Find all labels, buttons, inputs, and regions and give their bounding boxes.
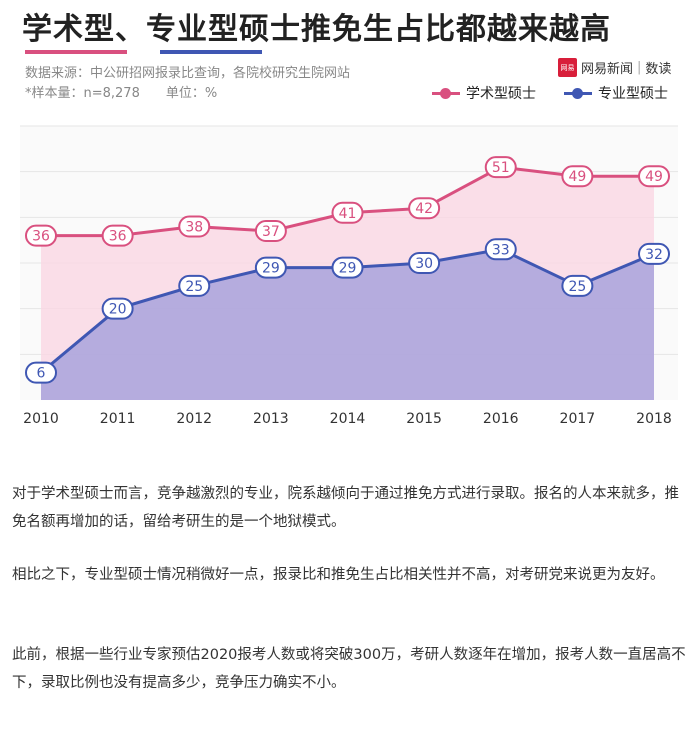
data-point [331, 256, 364, 279]
x-tick-label: 2012 [176, 411, 212, 427]
legend-professional: 专业型硕士 [564, 83, 668, 103]
data-label: 6 [37, 366, 46, 382]
legend-academic: 学术型硕士 [432, 83, 536, 103]
data-point [101, 297, 134, 320]
unit-label: 单位：% [165, 86, 218, 101]
data-label: 25 [568, 279, 586, 295]
logo-brand: 网易新闻 [581, 62, 634, 77]
data-label: 25 [185, 279, 203, 295]
sample-size: *样本量：n=8,278 [25, 86, 140, 101]
x-tick-label: 2014 [330, 411, 366, 427]
legend-academic-swatch [432, 87, 460, 99]
data-point [484, 238, 517, 261]
data-label: 38 [185, 219, 203, 235]
logo-section: 数读 [645, 62, 672, 77]
data-point [178, 215, 211, 238]
data-label: 42 [415, 201, 433, 217]
data-label: 32 [645, 247, 663, 263]
article-paragraph-2: 相比之下，专业型硕士情况稍微好一点，报录比和推免生占比相关性并不高，对考研党来说… [12, 561, 688, 589]
data-label: 29 [262, 261, 280, 277]
x-tick-label: 2017 [560, 411, 596, 427]
title-underline-academic [25, 50, 127, 54]
data-point [178, 274, 211, 297]
data-point [254, 220, 287, 243]
legend-professional-swatch [564, 87, 592, 99]
data-point [408, 197, 441, 220]
netease-logo: 网易 网易新闻 | 数读 [558, 58, 671, 77]
legend-professional-label: 专业型硕士 [598, 86, 668, 102]
data-source: 数据来源：中公研招网报录比查询，各院校研究生院网站 [25, 66, 351, 81]
data-label: 49 [568, 169, 586, 185]
article-text-2: 相比之下，专业型硕士情况稍微好一点，报录比和推免生占比相关性并不高，对考研党来说… [12, 567, 665, 583]
data-label: 36 [109, 229, 127, 245]
data-point [484, 156, 517, 179]
data-point [561, 274, 594, 297]
line-chart: 36 36 38 37 41 42 51 49 49 6 20 25 29 29 30 33 25 32 2010 2… [20, 125, 678, 427]
data-label: 49 [645, 169, 663, 185]
data-label: 36 [32, 229, 50, 245]
x-tick-label: 2013 [253, 411, 289, 427]
data-point [638, 242, 670, 265]
data-label: 30 [415, 256, 433, 272]
data-label: 33 [492, 242, 510, 258]
netease-logo-icon: 网易 [558, 58, 577, 77]
x-tick-label: 2018 [636, 411, 672, 427]
data-point [101, 224, 134, 247]
data-label: 51 [492, 160, 510, 176]
data-point [408, 252, 441, 274]
data-label: 20 [109, 302, 127, 318]
article-paragraph-3: 此前，根据一些行业专家预估2020报考人数或将突破300万，考研人数逐年在增加，… [12, 641, 688, 697]
page-title: 学术型、专业型硕士推免生占比都越来越高 [22, 12, 611, 47]
article-text-1: 对于学术型硕士而言，竞争越激烈的专业，院系越倾向于通过推免方式进行录取。报名的人… [12, 486, 679, 530]
x-tick-label: 2016 [483, 411, 519, 427]
x-tick-label: 2015 [406, 411, 442, 427]
data-point [25, 224, 57, 247]
article-paragraph-1: 对于学术型硕士而言，竞争越激烈的专业，院系越倾向于通过推免方式进行录取。报名的人… [12, 480, 688, 536]
sample-info: *样本量：n=8,278 单位：% [25, 82, 217, 101]
data-label: 41 [339, 206, 357, 222]
data-point [638, 165, 670, 188]
data-point [254, 256, 287, 279]
data-point [561, 165, 594, 188]
legend-academic-label: 学术型硕士 [466, 86, 536, 102]
data-point [25, 361, 57, 384]
title-underline-professional [160, 50, 262, 54]
data-label: 29 [339, 261, 357, 277]
data-label: 37 [262, 224, 280, 240]
x-tick-label: 2010 [23, 411, 59, 427]
data-point [331, 201, 364, 224]
logo-separator: | [637, 60, 642, 75]
x-tick-label: 2011 [100, 411, 136, 427]
article-text-3: 此前，根据一些行业专家预估2020报考人数或将突破300万，考研人数逐年在增加，… [12, 647, 686, 691]
